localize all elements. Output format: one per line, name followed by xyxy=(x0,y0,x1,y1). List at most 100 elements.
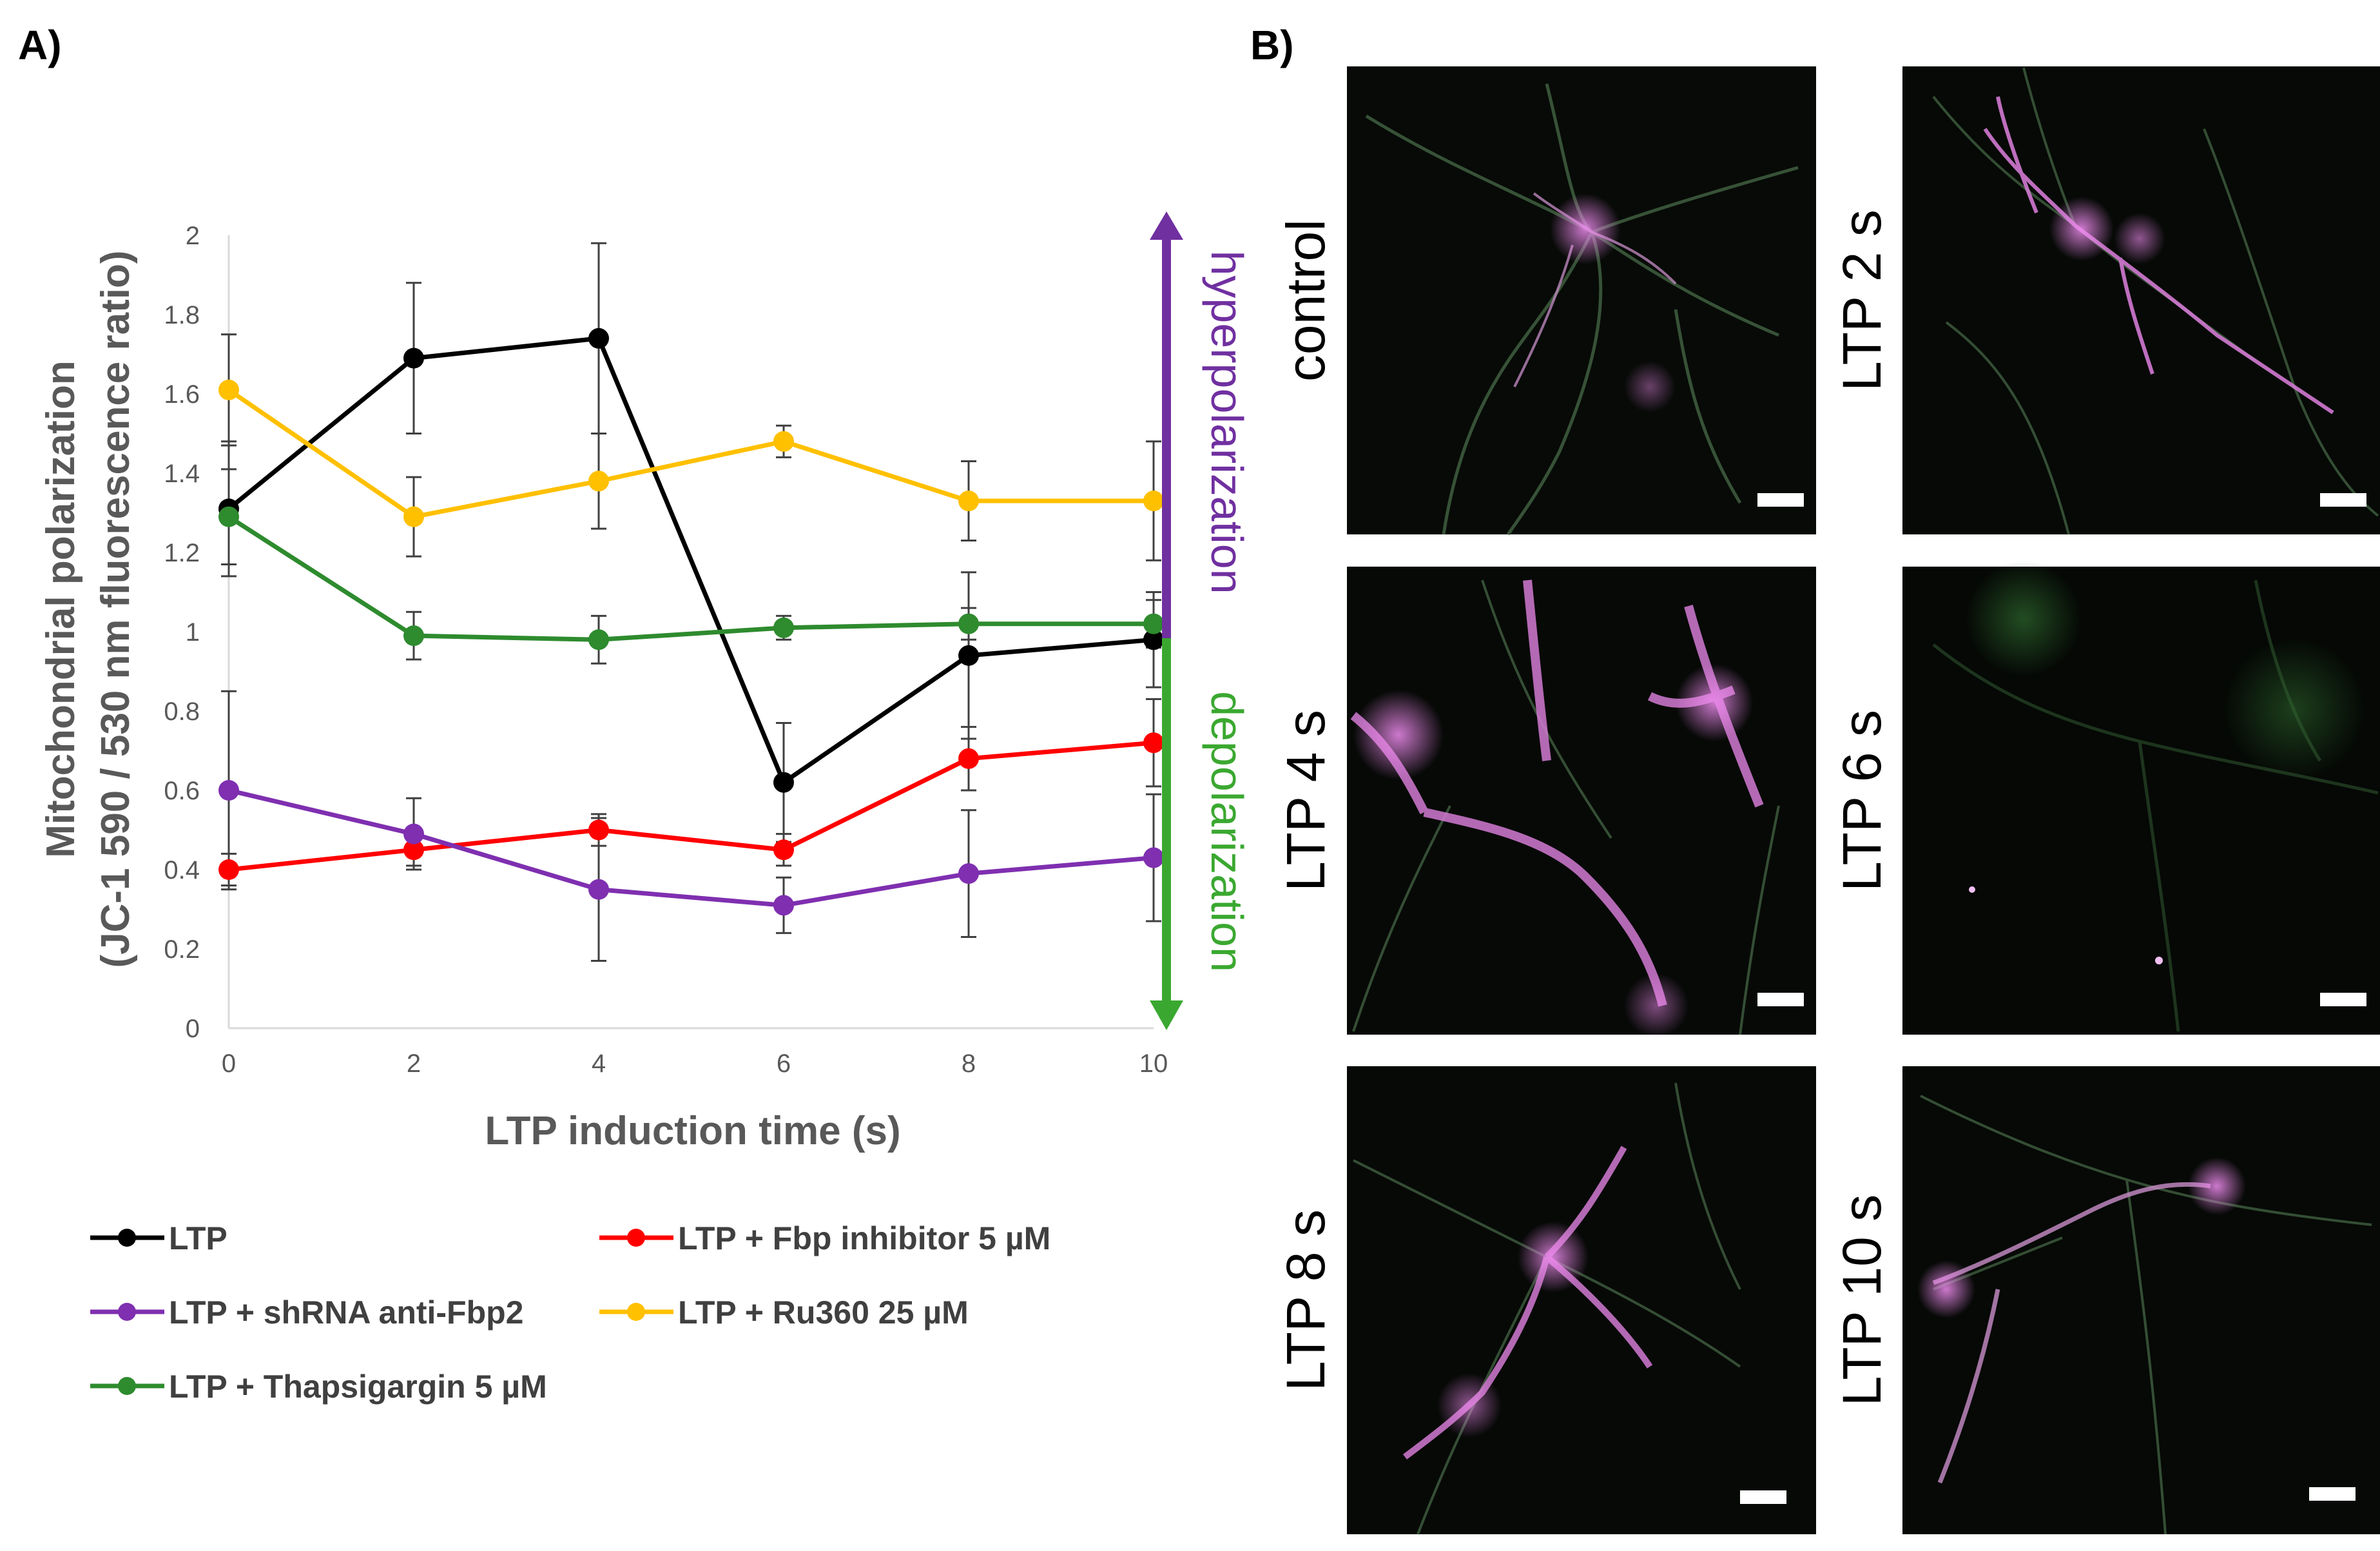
x-axis-ticks: 0 2 4 6 8 10 xyxy=(222,1049,1168,1078)
hyperpolarization-label: hyperpolarization xyxy=(1202,250,1252,594)
y-axis-ticks: 0 0.2 0.4 0.6 0.8 1 1.2 1.4 1.6 1.8 2 xyxy=(164,222,200,1043)
data-point xyxy=(958,863,979,884)
legend-label-ltp: LTP xyxy=(169,1220,227,1256)
micrograph-label-ltp-10s: LTP 10 s xyxy=(1832,1195,1892,1406)
data-point xyxy=(218,379,239,400)
micrograph-control: control xyxy=(1275,66,1816,536)
legend-label-fbp-inhibitor: LTP + Fbp inhibitor 5 µM xyxy=(678,1220,1050,1256)
y-tick-label: 1.6 xyxy=(164,380,200,409)
data-point xyxy=(588,327,609,349)
y-tick-label: 1.8 xyxy=(164,301,200,329)
soma-ltp-10s xyxy=(1917,1260,1975,1318)
depolarization-label: depolarization xyxy=(1202,691,1252,972)
series-ltp xyxy=(218,327,1164,793)
series-ltp-fbp-inhibitor-5-m xyxy=(218,732,1164,880)
x-tick-label: 2 xyxy=(407,1049,421,1078)
x-tick-label: 10 xyxy=(1139,1049,1168,1078)
scale-bar-ltp-6s xyxy=(2320,993,2366,1006)
soma-control xyxy=(1550,193,1621,264)
micrograph-label-ltp-6s: LTP 6 s xyxy=(1832,710,1892,892)
y-tick-label: 0.8 xyxy=(164,697,200,726)
legend-label-ru360: LTP + Ru360 25 µM xyxy=(678,1294,969,1331)
data-point xyxy=(1143,847,1164,868)
pink-processes-ltp-2s xyxy=(1983,96,2334,415)
y-tick-label: 1.2 xyxy=(164,539,200,567)
data-point xyxy=(773,772,794,793)
series-line xyxy=(228,740,1154,872)
polarization-arrows: hyperpolarization depolarization xyxy=(1150,211,1252,1030)
scale-bar-control xyxy=(1757,493,1804,507)
error-bars-ltp-shrna-anti-fbp2 xyxy=(221,690,1161,962)
legend-item-ru360: LTP + Ru360 25 µM xyxy=(599,1294,969,1331)
series-line xyxy=(228,788,1154,908)
micrograph-image-ltp-2s xyxy=(1902,66,2380,534)
soma-ltp-4s xyxy=(1353,690,1444,780)
micrograph-image-control xyxy=(1347,66,1816,534)
x-axis-title: LTP induction time (s) xyxy=(485,1109,900,1153)
data-point xyxy=(218,780,239,801)
panel-label-a: A) xyxy=(18,22,62,68)
data-point xyxy=(1143,613,1164,634)
micrograph-ltp-8s: LTP 8 s xyxy=(1275,1066,1816,1535)
data-point xyxy=(403,823,424,844)
data-point xyxy=(958,748,979,769)
micrograph-ltp-10s: LTP 10 s xyxy=(1832,1066,2380,1535)
scale-bar-ltp-10s xyxy=(2309,1487,2356,1501)
hyperpolarization-arrow-head xyxy=(1150,211,1183,240)
y-tick-label: 1.4 xyxy=(164,460,200,488)
data-point xyxy=(1143,491,1164,512)
micrograph-ltp-4s: LTP 4 s xyxy=(1275,567,1816,1038)
micrograph-label-control: control xyxy=(1275,219,1336,382)
scale-bar-ltp-4s xyxy=(1757,993,1804,1006)
x-tick-label: 6 xyxy=(777,1049,791,1078)
data-point xyxy=(218,859,239,880)
data-point xyxy=(958,491,979,512)
data-point xyxy=(773,839,794,861)
legend-marker-thapsigargin xyxy=(118,1377,136,1395)
data-point xyxy=(773,617,794,638)
legend-label-shrna: LTP + shRNA anti-Fbp2 xyxy=(169,1294,524,1331)
micrograph-label-ltp-4s: LTP 4 s xyxy=(1275,710,1336,892)
micrograph-ltp-6s: LTP 6 s xyxy=(1832,561,2380,1035)
line-chart: 0 0.2 0.4 0.6 0.8 1 1.2 1.4 1.6 1.8 2 0 2 4 6 8 10 Mito… xyxy=(39,211,1252,1405)
y-axis-title-line2: (JC-1 590 / 530 nm fluorescence ratio) xyxy=(93,250,138,968)
micrograph-image-ltp-4s xyxy=(1347,567,1816,1035)
series-ltp-thapsigargin-5-m xyxy=(218,506,1164,650)
micrograph-label-ltp-8s: LTP 8 s xyxy=(1275,1209,1336,1391)
soma-ltp-2s xyxy=(2049,197,2114,261)
legend-marker-ltp xyxy=(118,1229,136,1247)
micrograph-label-ltp-2s: LTP 2 s xyxy=(1832,210,1892,391)
panel-label-b: B) xyxy=(1250,22,1294,68)
legend-item-fbp-inhibitor: LTP + Fbp inhibitor 5 µM xyxy=(599,1220,1050,1256)
data-point xyxy=(1143,629,1164,650)
series-line xyxy=(227,387,1154,520)
scale-bar-ltp-2s xyxy=(2320,493,2366,507)
error-bars-ltp-ru360-25-m xyxy=(221,333,1161,561)
neurite-traces-ltp-4s xyxy=(1352,580,1780,1035)
pink-processes-ltp-10s xyxy=(1932,1182,2211,1484)
depolarization-arrow-head xyxy=(1150,1000,1183,1030)
y-tick-label: 0.4 xyxy=(164,856,200,884)
data-point xyxy=(773,895,794,916)
y-axis-title-line1: Mitochondrial polarization xyxy=(39,360,83,858)
soma-ltp-8s xyxy=(1518,1222,1589,1292)
y-tick-label: 0 xyxy=(186,1015,200,1043)
x-tick-label: 4 xyxy=(592,1049,606,1078)
data-point xyxy=(403,347,424,369)
data-point xyxy=(773,431,794,452)
data-point xyxy=(1143,732,1164,754)
legend: LTP LTP + Fbp inhibitor 5 µM LTP + shRNA… xyxy=(90,1220,1050,1405)
data-point xyxy=(958,613,979,634)
y-tick-label: 1 xyxy=(186,618,200,647)
x-tick-label: 8 xyxy=(962,1049,976,1078)
y-tick-label: 0.6 xyxy=(164,777,200,805)
series-layer xyxy=(218,242,1164,962)
legend-item-thapsigargin: LTP + Thapsigargin 5 µM xyxy=(90,1369,547,1405)
data-point xyxy=(403,839,424,861)
scale-bar-ltp-8s xyxy=(1740,1490,1786,1504)
data-point xyxy=(403,506,424,527)
legend-item-ltp: LTP xyxy=(90,1220,227,1256)
series-ltp-shrna-anti-fbp2 xyxy=(218,780,1164,916)
data-point xyxy=(403,625,424,647)
legend-label-thapsigargin: LTP + Thapsigargin 5 µM xyxy=(169,1369,547,1405)
